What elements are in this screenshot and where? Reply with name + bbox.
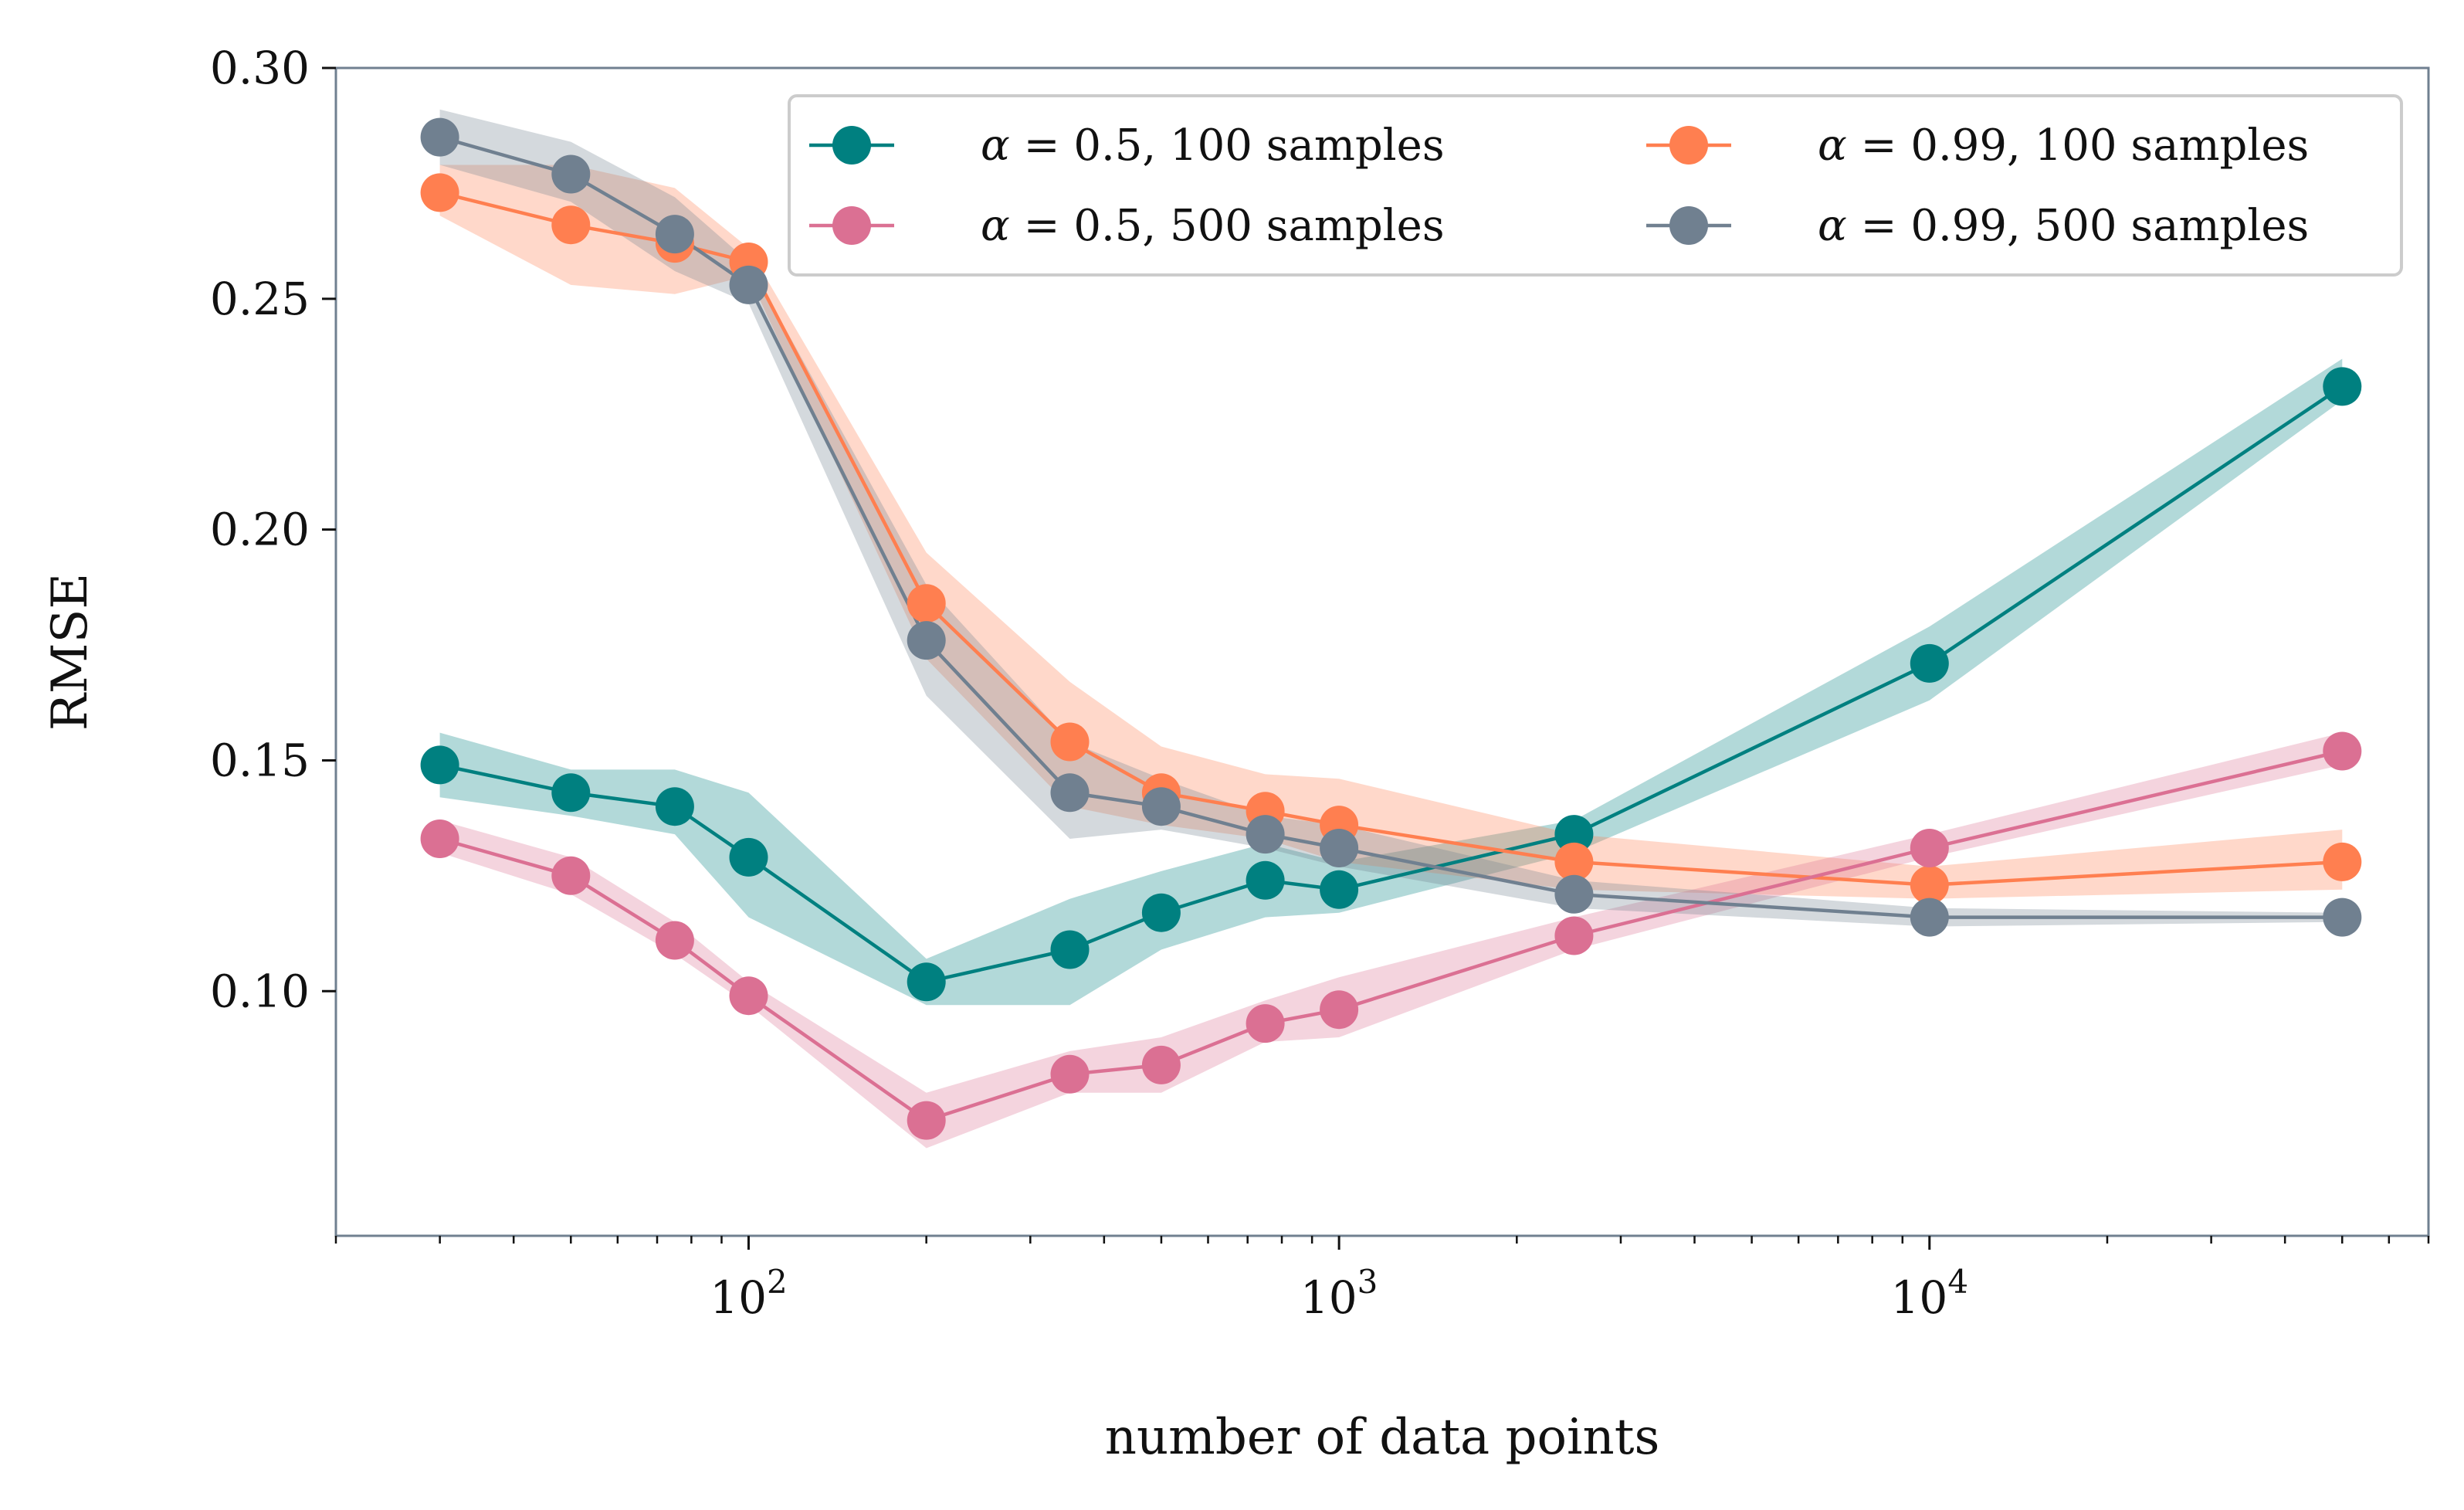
band-series-3 (439, 109, 2343, 927)
legend-marker-0 (832, 126, 871, 165)
y-tick-label-0: 0.10 (210, 965, 310, 1017)
x-tick-label-0: 102 (710, 1263, 788, 1324)
x-axis-title: number of data points (1105, 1409, 1660, 1466)
point-series-1-4 (907, 584, 946, 623)
y-tick-label-1: 0.15 (210, 734, 310, 786)
point-series-0-11 (2323, 367, 2362, 406)
point-series-3-9 (1554, 874, 1594, 914)
point-series-2-0 (420, 819, 459, 858)
legend: α = 0.5, 100 samples α = 0.5, 500 samples… (788, 94, 2403, 277)
legend-box (788, 94, 2403, 277)
point-series-0-3 (729, 837, 768, 877)
point-series-0-10 (1910, 643, 1949, 683)
point-series-2-4 (907, 1101, 946, 1140)
point-series-2-2 (655, 921, 694, 960)
point-series-0-0 (420, 745, 459, 785)
point-series-2-9 (1554, 916, 1594, 955)
y-tick-label-3: 0.25 (210, 273, 310, 325)
y-tick-label-4: 0.30 (210, 42, 310, 94)
point-series-3-10 (1910, 898, 1949, 937)
point-series-3-7 (1246, 815, 1285, 854)
axis-ticks: 0.10 0.15 0.20 0.25 0.30 102 103 104 (210, 42, 2430, 1324)
point-series-0-1 (551, 773, 591, 813)
point-series-3-3 (729, 265, 768, 304)
legend-label-2: α = 0.5, 500 samples (981, 201, 1445, 251)
legend-marker-3 (1669, 206, 1708, 245)
x-tick-label-1: 103 (1300, 1263, 1378, 1324)
point-series-3-5 (1050, 773, 1090, 813)
legend-marker-1 (1669, 126, 1708, 165)
legend-marker-2 (832, 206, 871, 245)
series-markers (420, 117, 2362, 1140)
point-series-3-8 (1320, 829, 1359, 867)
line-series-2 (439, 749, 2343, 1122)
point-series-2-3 (729, 976, 768, 1016)
point-series-1-1 (551, 205, 591, 245)
point-series-3-11 (2323, 898, 2362, 937)
point-series-0-6 (1141, 893, 1181, 932)
point-series-2-8 (1320, 990, 1359, 1030)
point-series-2-1 (551, 856, 591, 895)
legend-label-0: α = 0.5, 100 samples (981, 120, 1445, 171)
point-series-0-4 (907, 962, 946, 1002)
point-series-1-5 (1050, 722, 1090, 762)
y-axis-title: RMSE (42, 573, 99, 731)
point-series-2-5 (1050, 1054, 1090, 1094)
point-series-2-10 (1910, 829, 1949, 867)
point-series-3-2 (655, 215, 694, 254)
plot-frame (334, 66, 2430, 1237)
point-series-0-2 (655, 787, 694, 826)
point-series-0-8 (1320, 870, 1359, 909)
point-series-2-7 (1246, 1004, 1285, 1043)
x-tick-label-2: 104 (1891, 1263, 1969, 1324)
point-series-1-0 (420, 173, 459, 212)
point-series-2-11 (2323, 731, 2362, 771)
point-series-2-6 (1141, 1045, 1181, 1084)
point-series-1-9 (1554, 842, 1594, 881)
point-series-1-10 (1910, 865, 1949, 904)
point-series-3-4 (907, 621, 946, 660)
point-series-0-7 (1246, 860, 1285, 900)
band-series-1 (439, 165, 2343, 899)
point-series-3-0 (420, 117, 459, 157)
point-series-1-11 (2323, 842, 2362, 881)
line-series-3 (439, 135, 2343, 919)
y-tick-label-2: 0.20 (210, 504, 310, 556)
point-series-3-6 (1141, 787, 1181, 826)
point-series-0-5 (1050, 930, 1090, 969)
legend-label-1: α = 0.99, 100 samples (1818, 120, 2309, 171)
point-series-3-1 (551, 154, 591, 194)
point-series-0-9 (1554, 815, 1594, 854)
legend-label-3: α = 0.99, 500 samples (1818, 201, 2309, 251)
